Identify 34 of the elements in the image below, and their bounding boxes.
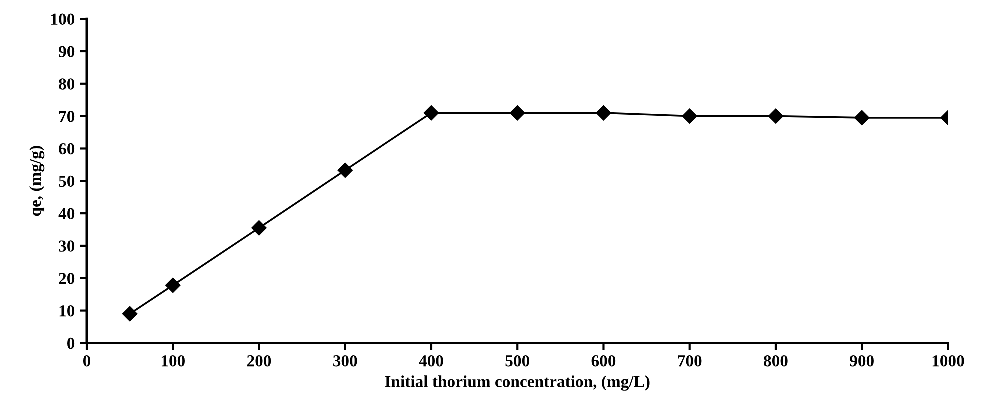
- x-tick-label: 800: [764, 355, 788, 367]
- x-tick-label: 900: [850, 355, 874, 367]
- y-tick-label: 0: [68, 338, 75, 350]
- y-tick-label: 30: [59, 240, 75, 252]
- x-tick-label: 400: [419, 355, 444, 367]
- x-tick-label: 100: [162, 355, 185, 367]
- point: [768, 108, 784, 124]
- point: [424, 106, 440, 121]
- point: [252, 220, 267, 236]
- point: [682, 108, 698, 124]
- y-tick-label: 10: [60, 305, 75, 317]
- y-tick-label: 40: [58, 208, 75, 220]
- y-tick-label: 60: [59, 143, 75, 155]
- point: [166, 278, 181, 294]
- x-axis-title: Initial thorium concentration, (mg/L): [385, 376, 650, 391]
- y-tick-label: 100: [52, 14, 75, 26]
- x-tick-label: 0: [83, 355, 91, 367]
- x-tick-label: 1000: [932, 355, 964, 367]
- x-tick-label: 700: [678, 355, 702, 367]
- y-tick-label: 50: [59, 176, 75, 188]
- point: [854, 110, 870, 126]
- x-tick-label: 600: [592, 355, 616, 367]
- x-tick-label: 500: [506, 355, 530, 367]
- x-tick-label: 200: [247, 355, 272, 367]
- point: [510, 106, 526, 121]
- point: [596, 106, 612, 121]
- x-tick-label: 300: [333, 355, 358, 367]
- y-tick-label: 20: [59, 273, 75, 284]
- y-tick-label: 80: [59, 78, 75, 90]
- point: [338, 162, 353, 178]
- point: [122, 306, 138, 322]
- y-tick-label: 90: [58, 46, 75, 58]
- y-tick-label: 70: [59, 111, 75, 122]
- y-axis-title: qe, (mg/g): [29, 146, 45, 216]
